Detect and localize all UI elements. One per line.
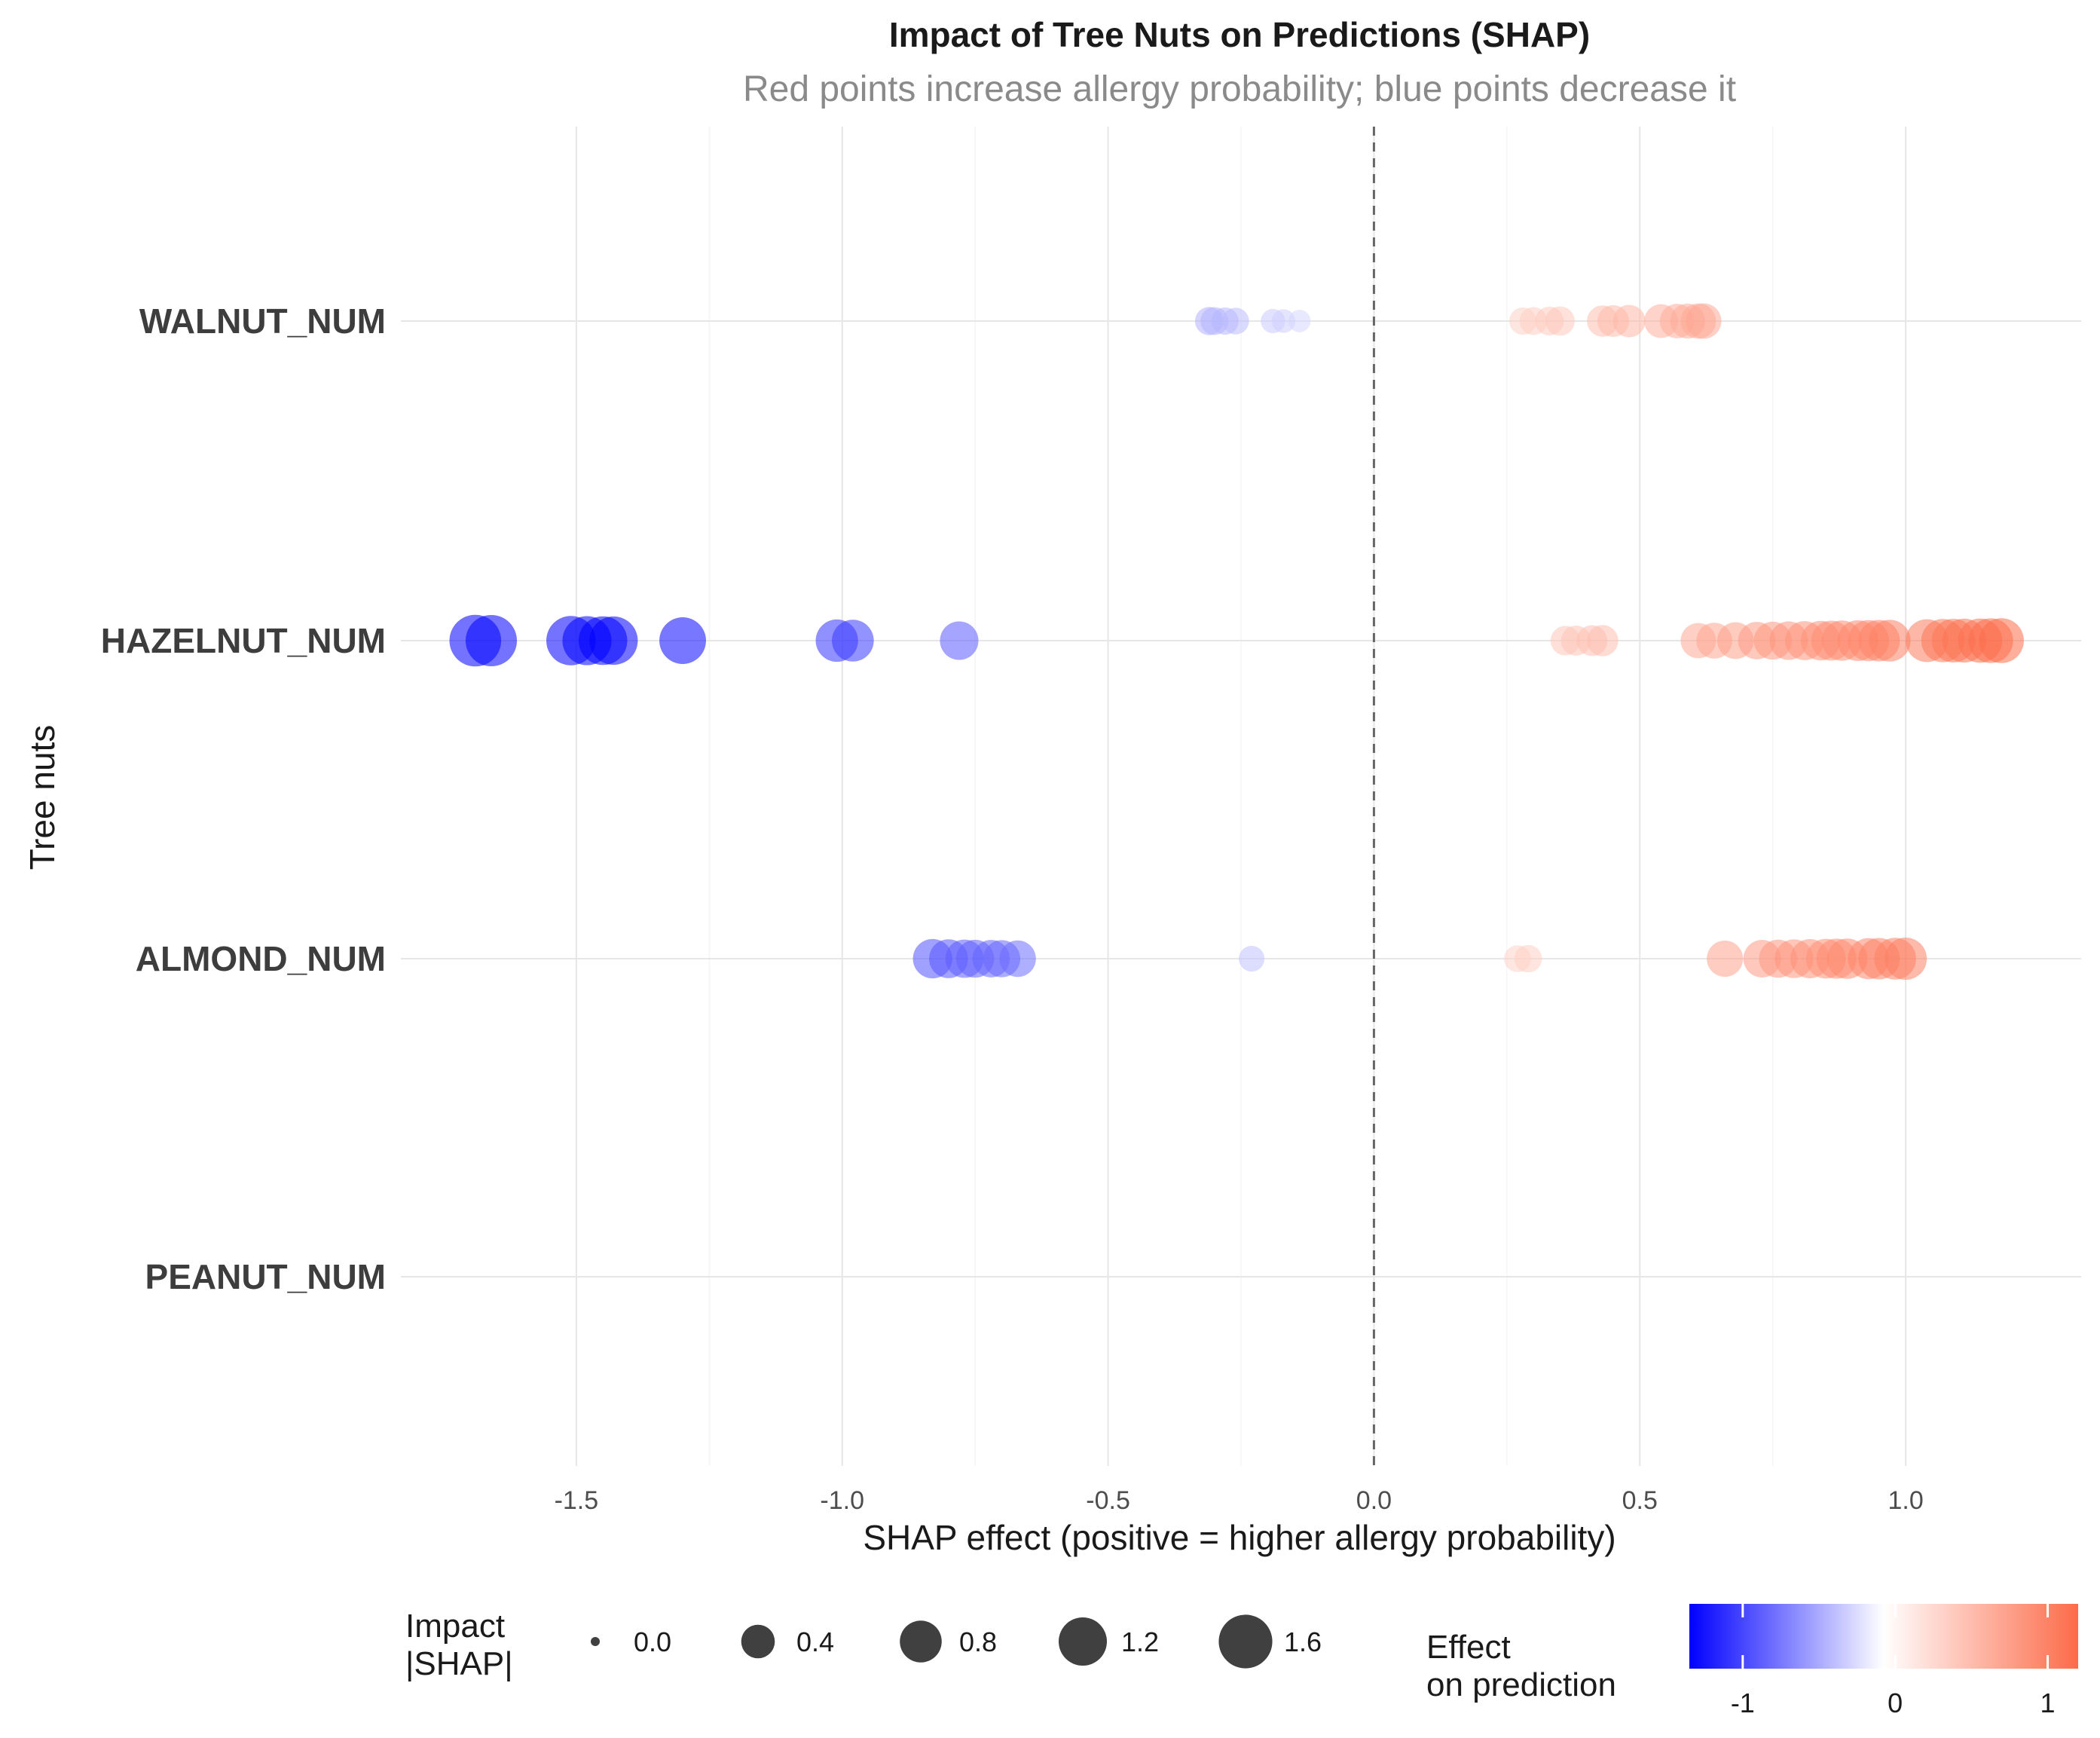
shap-point <box>1271 309 1296 333</box>
shap-point <box>999 940 1036 978</box>
shap-point <box>1869 620 1911 662</box>
shap-point <box>1884 938 1927 980</box>
color-bar-label: 0 <box>1888 1688 1903 1718</box>
y-tick-label: ALMOND_NUM <box>136 939 386 978</box>
size-legend-label: 0.8 <box>959 1626 997 1657</box>
y-tick-label: PEANUT_NUM <box>145 1257 386 1296</box>
shap-point <box>659 617 706 664</box>
size-legend-key <box>1218 1614 1273 1669</box>
y-axis-label: Tree nuts <box>23 725 62 871</box>
y-tick-label: HAZELNUT_NUM <box>101 621 386 660</box>
y-tick-labels: WALNUT_NUM HAZELNUT_NUM ALMOND_NUM PEANUT_N… <box>101 301 386 1296</box>
x-tick-label: -1.5 <box>555 1486 599 1515</box>
x-tick-label: 0.5 <box>1622 1486 1658 1515</box>
shap-point <box>1979 618 2024 663</box>
color-legend: Effect on prediction -1 0 1 <box>1426 1604 2078 1718</box>
x-axis-label: SHAP effect (positive = higher allergy p… <box>863 1518 1616 1557</box>
color-bar-label: 1 <box>2040 1688 2056 1718</box>
data-points <box>449 303 2024 980</box>
size-legend-keys: 0.0 0.4 0.8 1.2 1.6 <box>591 1614 1322 1669</box>
size-legend-key <box>900 1620 942 1663</box>
x-tick-label: -0.5 <box>1086 1486 1130 1515</box>
color-legend-title-line2: on prediction <box>1426 1666 1616 1703</box>
color-legend-title-line1: Effect <box>1426 1629 1511 1666</box>
size-legend-title-line1: Impact <box>405 1608 505 1645</box>
chart-title: Impact of Tree Nuts on Predictions (SHAP… <box>889 15 1590 54</box>
x-tick-label: 1.0 <box>1888 1486 1923 1515</box>
shap-point <box>1707 940 1744 978</box>
shap-point <box>1587 625 1619 656</box>
shap-point <box>1514 944 1542 973</box>
chart-subtitle: Red points increase allergy probability;… <box>743 69 1736 109</box>
y-tick-label: WALNUT_NUM <box>139 301 386 341</box>
x-tick-labels: -1.5 -1.0 -0.5 0.0 0.5 1.0 <box>555 1486 1924 1515</box>
size-legend-key <box>591 1637 600 1646</box>
color-bar-label: -1 <box>1731 1688 1755 1718</box>
size-legend-title-line2: |SHAP| <box>405 1645 513 1682</box>
shap-point <box>1686 303 1722 339</box>
size-legend-label: 0.4 <box>796 1626 834 1657</box>
shap-point <box>1288 310 1311 332</box>
shap-point <box>832 620 874 662</box>
size-legend-label: 1.6 <box>1284 1626 1322 1657</box>
shap-point <box>1239 945 1265 972</box>
shap-point <box>940 621 979 660</box>
size-legend-label: 0.0 <box>634 1626 671 1657</box>
shap-point <box>465 614 518 667</box>
size-legend-label: 1.2 <box>1121 1626 1159 1657</box>
shap-point <box>1222 308 1249 335</box>
color-bar <box>1689 1604 2078 1669</box>
shap-point <box>1545 306 1575 336</box>
shap-point <box>1612 304 1646 338</box>
size-legend-key <box>741 1624 775 1659</box>
color-bar-ticks: -1 0 1 <box>1731 1604 2056 1718</box>
x-tick-label: 0.0 <box>1356 1486 1392 1515</box>
size-legend: Impact |SHAP| 0.0 0.4 0.8 1.2 1.6 <box>405 1608 1322 1682</box>
x-tick-label: -1.0 <box>820 1486 864 1515</box>
shap-point <box>589 616 638 666</box>
size-legend-key <box>1058 1617 1108 1666</box>
